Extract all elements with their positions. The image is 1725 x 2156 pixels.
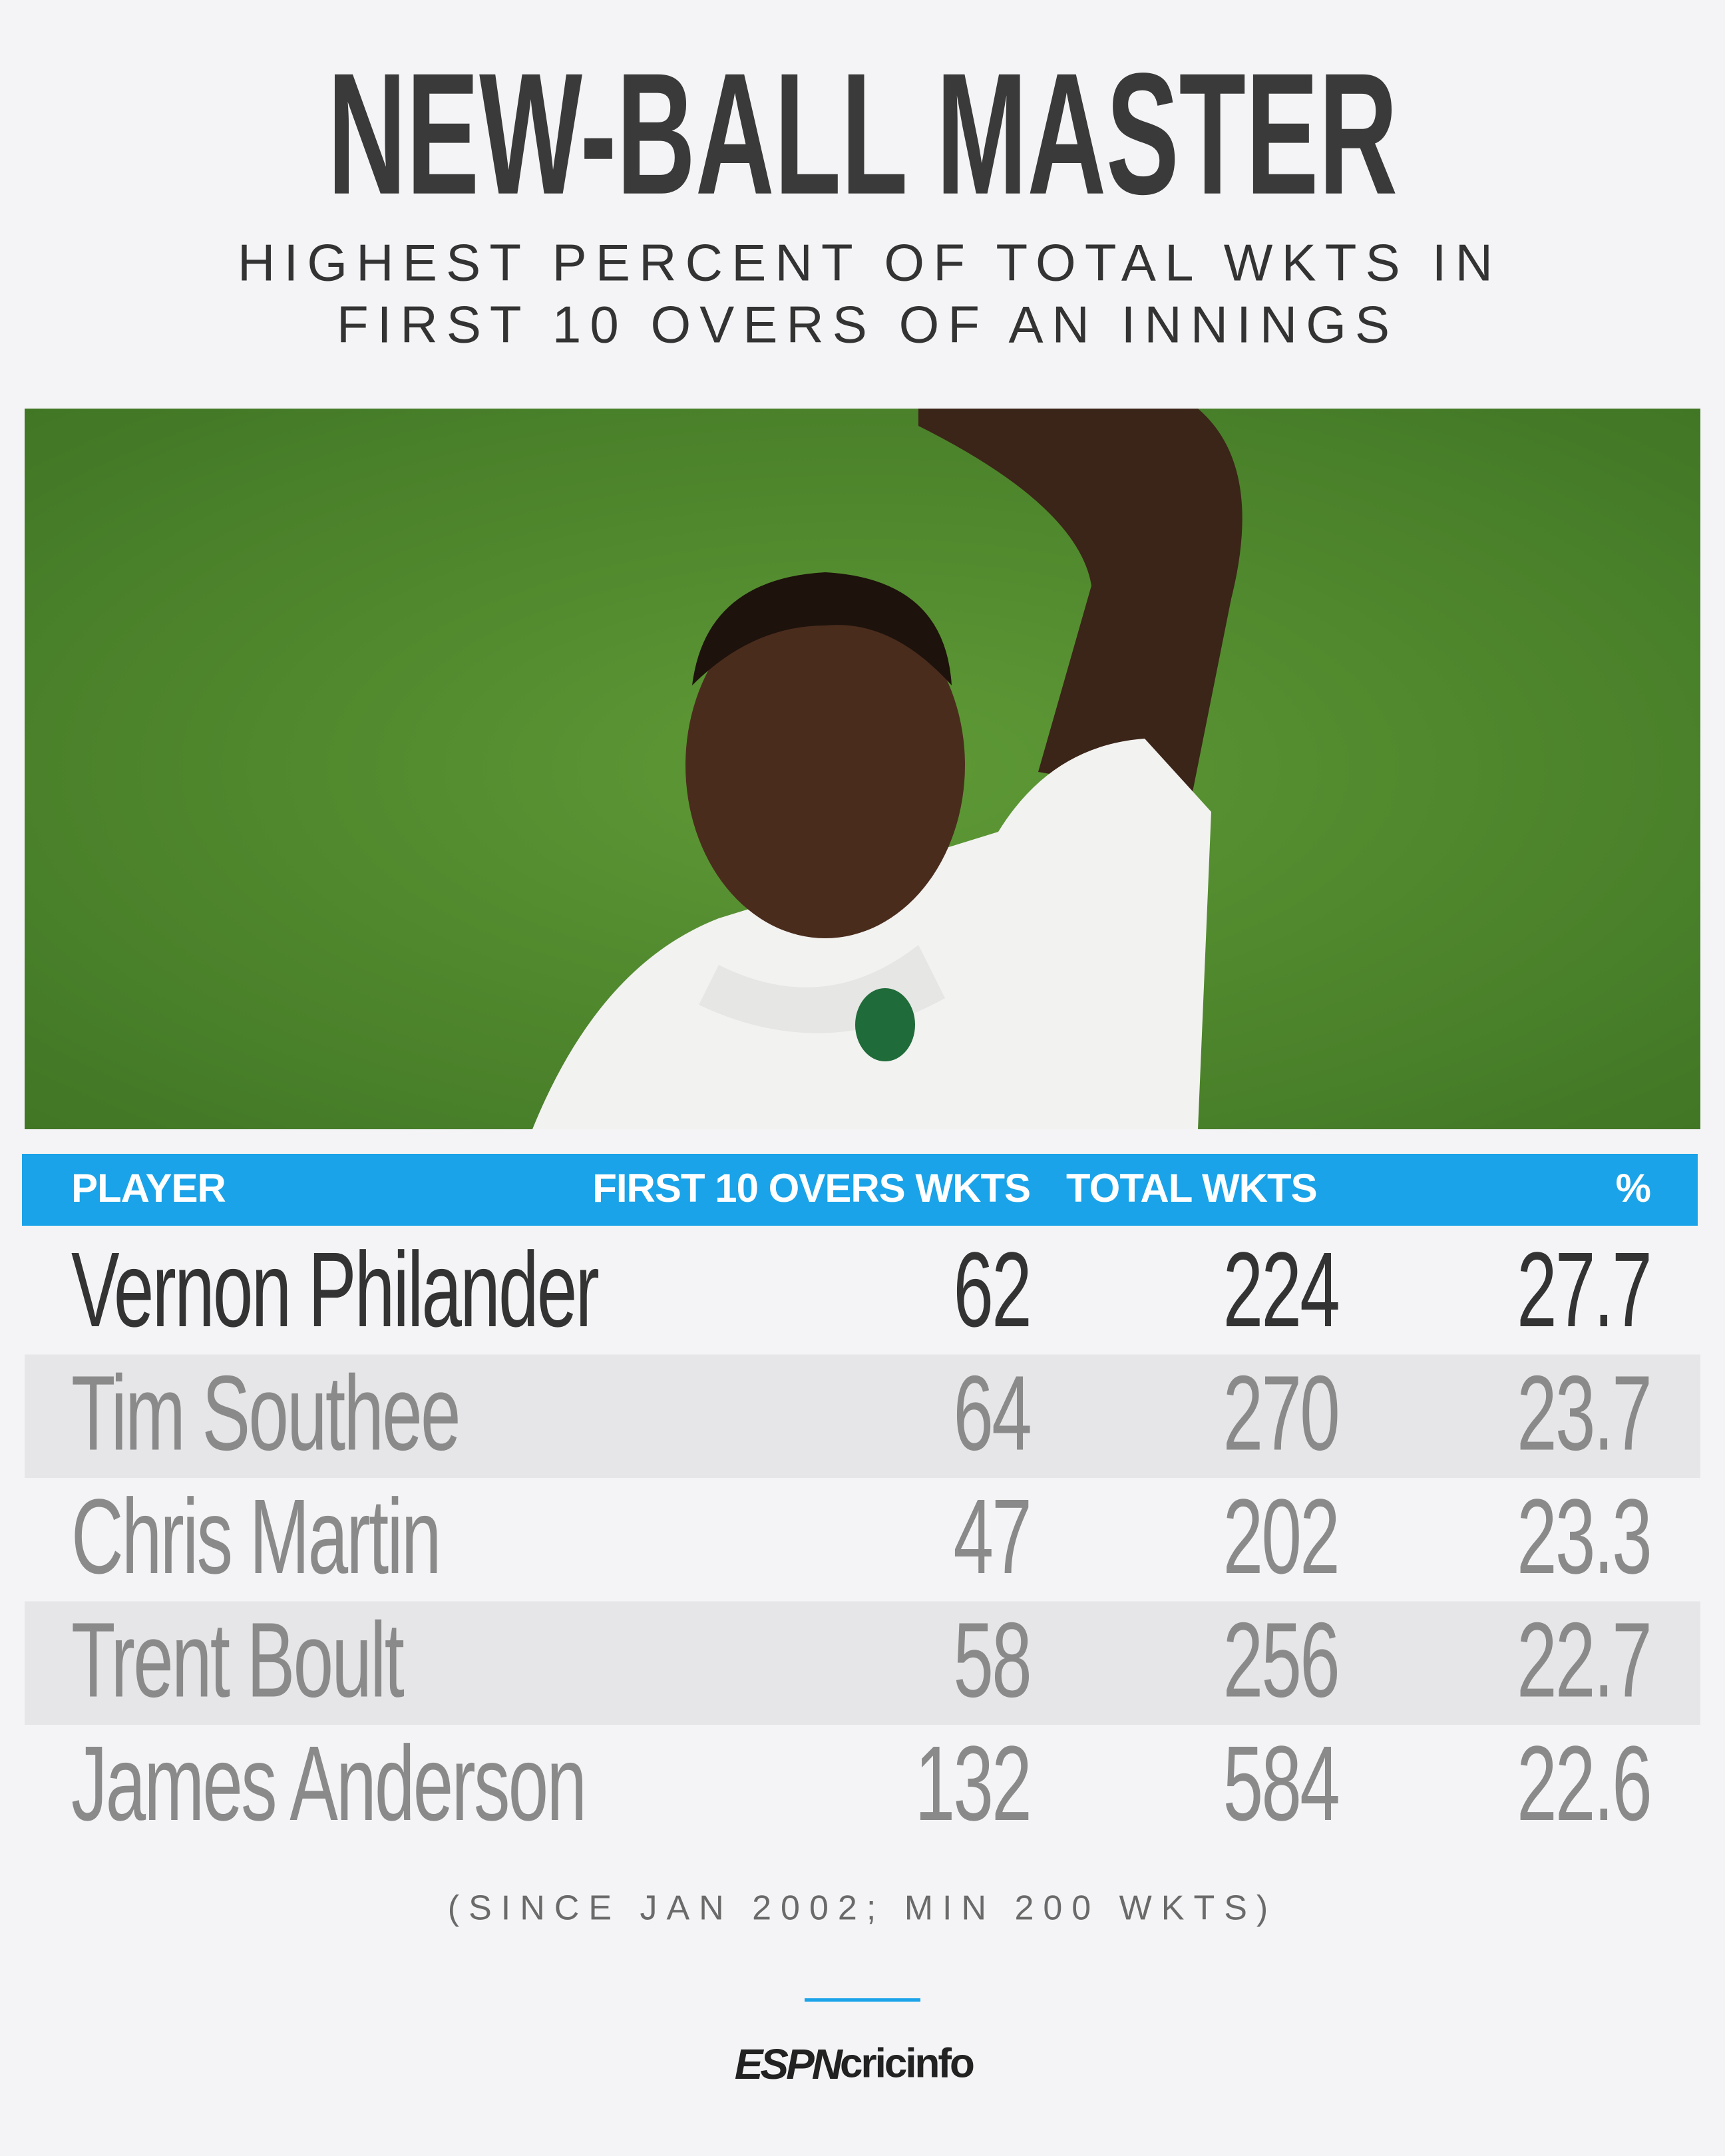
stat-value: 270 — [1223, 1353, 1338, 1473]
stat-value: 202 — [1223, 1477, 1338, 1596]
cell: Trent Boult — [71, 1600, 406, 1719]
cell: 27.7 — [1517, 1230, 1652, 1349]
table-header — [22, 1154, 1698, 1226]
stat-value: 132 — [915, 1723, 1030, 1843]
player-name: Trent Boult — [71, 1600, 404, 1719]
cell: 23.3 — [1517, 1477, 1652, 1596]
cell: 23.7 — [1517, 1353, 1652, 1473]
stat-value: 23.7 — [1517, 1353, 1650, 1473]
cell: 256 — [1223, 1600, 1340, 1719]
player-name: Tim Southee — [71, 1353, 459, 1473]
subtitle-line: FIRST 10 OVERS OF AN INNINGS — [337, 295, 1390, 354]
table-body: Vernon Philander 62 224 27.7 Tim Southee 64 27… — [25, 1230, 1700, 1843]
player-name: James Anderson — [71, 1723, 585, 1843]
stat-value: 23.3 — [1517, 1477, 1650, 1596]
cell: 270 — [1223, 1353, 1340, 1473]
stat-value: 22.6 — [1517, 1723, 1650, 1843]
column-header: FIRST 10 OVERS WKTS — [592, 1166, 1030, 1210]
row-band — [25, 1354, 1700, 1478]
stat-value: 224 — [1223, 1230, 1339, 1349]
logo-brand: ESPN — [735, 2040, 844, 2088]
cell: 584 — [1223, 1723, 1340, 1843]
cell: 224 — [1223, 1230, 1340, 1349]
cell: 132 — [915, 1723, 1032, 1843]
cell: 47 — [953, 1477, 1032, 1596]
cell: Tim Southee — [71, 1353, 461, 1473]
stat-value: 62 — [953, 1230, 1030, 1349]
logo-name: cricinfo — [840, 2040, 974, 2086]
footnote: (SINCE JAN 2002; MIN 200 WKTS) — [448, 1889, 1277, 1928]
title: NEW-BALL MASTER — [327, 38, 1398, 231]
player-name: Vernon Philander — [71, 1230, 599, 1349]
photo — [25, 409, 1700, 1129]
stat-value: 58 — [953, 1600, 1030, 1719]
stat-value: 27.7 — [1517, 1230, 1650, 1349]
cell: 64 — [953, 1353, 1032, 1473]
stat-value: 47 — [953, 1477, 1030, 1596]
cell: 202 — [1223, 1477, 1340, 1596]
column-header: TOTAL WKTS — [1066, 1166, 1317, 1210]
stat-value: 64 — [953, 1353, 1030, 1473]
column-header: PLAYER — [71, 1166, 226, 1210]
column-header: % — [1616, 1166, 1650, 1210]
cell: 22.7 — [1517, 1600, 1652, 1719]
player-name: Chris Martin — [71, 1477, 440, 1596]
stat-value: 22.7 — [1517, 1600, 1650, 1719]
stat-value: 256 — [1223, 1600, 1338, 1719]
cell: Vernon Philander — [71, 1230, 600, 1349]
cell: 22.6 — [1517, 1723, 1652, 1843]
cell: Chris Martin — [71, 1477, 441, 1596]
cell: James Anderson — [71, 1723, 587, 1843]
divider — [805, 1998, 920, 2002]
cell: 62 — [953, 1230, 1032, 1349]
row-band — [25, 1601, 1700, 1725]
stat-value: 584 — [1223, 1723, 1339, 1843]
cell: 58 — [953, 1600, 1032, 1719]
subtitle-line: HIGHEST PERCENT OF TOTAL WKTS IN — [238, 234, 1493, 292]
